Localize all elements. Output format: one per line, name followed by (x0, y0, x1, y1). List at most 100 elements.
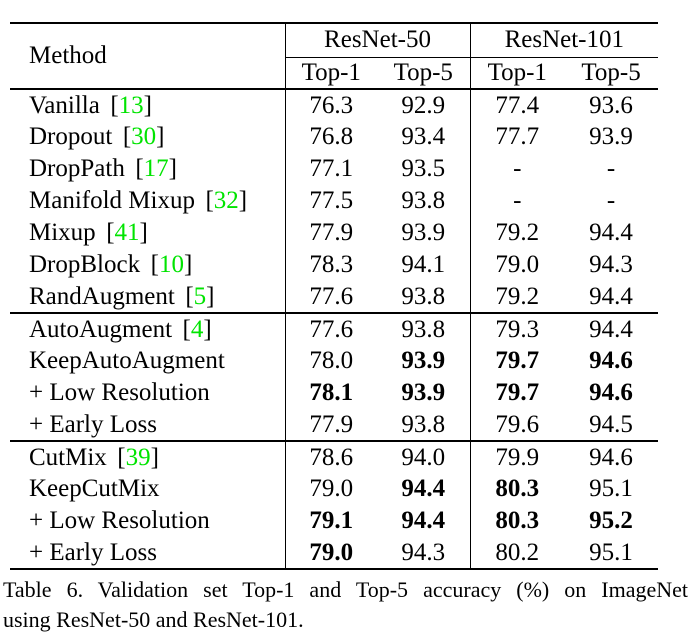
citation-link[interactable]: [17] (135, 155, 177, 182)
table-header: Method ResNet-50 ResNet-101 Top-1 Top-5 … (10, 23, 659, 89)
table-caption: Table 6. Validation set Top-1 and Top-5 … (3, 575, 688, 635)
method-column-header: Method (29, 42, 107, 69)
rn101-top5-value: - (606, 187, 616, 214)
method-cell: KeepCutMix (29, 475, 160, 502)
rn101-top1-value: 77.4 (469, 89, 565, 121)
rn50-top5-value: 93.8 (377, 312, 471, 345)
rn50-top5-value: 92.9 (401, 91, 446, 119)
citation-number: 4 (190, 315, 204, 343)
method-cell: DropBlock [10] (29, 251, 193, 278)
rn101-top1-value: 79.7 (469, 377, 565, 409)
rn101-top5-value: 94.6 (589, 347, 633, 374)
citation-link[interactable]: [10] (150, 251, 193, 278)
method-cell: DropPath [17] (29, 155, 177, 182)
rn50-top1-value: 77.9 (284, 409, 377, 441)
table-row: CutMix [39] 78.6 94.0 79.9 94.6 (10, 440, 659, 473)
rn50-top5-value: 93.8 (401, 187, 446, 214)
method-cell: Vanilla [13] (29, 91, 152, 119)
rn50-top5-value: 94.0 (377, 440, 471, 473)
citation-link[interactable]: [32] (205, 187, 248, 214)
rn50-top1-value: 76.3 (284, 89, 377, 121)
citation-number: 39 (125, 443, 151, 471)
citation-link[interactable]: [41] (106, 219, 148, 246)
rn50-top5-value: 94.4 (401, 507, 446, 534)
method-cell: + Low Resolution (29, 507, 210, 534)
rn101-top1-value: 79.0 (469, 249, 565, 281)
citation-link[interactable]: [13] (110, 91, 152, 119)
rn50-top1-value: 78.6 (284, 440, 377, 473)
rn50-top5-header: Top-5 (393, 58, 453, 86)
method-cell: Manifold Mixup [32] (29, 187, 248, 214)
rn101-top1-value: 80.2 (469, 537, 565, 569)
citation-number: 17 (143, 155, 169, 182)
rn50-top1-value: 79.0 (284, 537, 377, 569)
rn50-top1-header: Top-1 (284, 57, 377, 89)
rn50-top1-value: 77.1 (284, 153, 377, 185)
rn101-top5-value: 94.6 (589, 379, 633, 406)
citation-number: 13 (118, 91, 144, 119)
method-cell: CutMix [39] (10, 440, 285, 473)
citation-number: 32 (213, 187, 239, 214)
rn101-top5-value: 95.2 (589, 507, 633, 534)
table-row: RandAugment [5] 77.6 93.8 79.2 94.4 (10, 281, 658, 313)
rn50-top1-value: 77.9 (284, 217, 377, 249)
rn50-top1-value: 78.0 (284, 345, 377, 377)
rn101-top5-value: 93.6 (589, 91, 633, 119)
rn101-top1-value: 79.6 (469, 409, 565, 441)
table-row: + Low Resolution 78.1 93.9 79.7 94.6 (10, 377, 658, 409)
rn50-top5-value: 94.1 (401, 251, 446, 278)
citation-number: 10 (158, 251, 184, 278)
method-cell: + Low Resolution (29, 379, 210, 406)
rn50-top5-value: 94.4 (401, 475, 446, 502)
results-table: Method ResNet-50 ResNet-101 Top-1 Top-5 … (10, 22, 659, 570)
table-row: DropPath [17] 77.1 93.5- - (10, 153, 658, 185)
citation-number: 30 (131, 123, 157, 150)
rn101-top5-value: 94.4 (589, 219, 633, 246)
rn50-top1-value: 76.8 (284, 121, 377, 153)
rn101-top1-value: 77.7 (469, 121, 565, 153)
citation-link[interactable]: [4] (182, 315, 212, 343)
rn101-top5-value: 94.4 (589, 282, 633, 310)
caption-line-2: using ResNet-50 and ResNet-101. (3, 607, 304, 632)
table-row: KeepCutMix 79.0 94.4 80.3 95.1 (10, 473, 658, 505)
rn50-top5-value: 93.8 (401, 282, 446, 310)
citation-link[interactable]: [39] (117, 443, 159, 471)
rn101-top1-value: 79.7 (469, 345, 565, 377)
rn101-top1-header: Top-1 (469, 57, 565, 89)
rn101-top5-value: 94.5 (589, 410, 633, 438)
rn101-top1-value: 80.3 (469, 505, 565, 537)
rn50-top1-value: 77.5 (284, 185, 377, 217)
rn50-top1-value: 78.1 (284, 377, 377, 409)
rn50-top5-value: 93.5 (401, 155, 446, 182)
resnet101-group-header: ResNet-101 (469, 23, 659, 58)
rn101-top5-value: 93.9 (589, 123, 633, 150)
rn50-top5-value: 93.4 (401, 123, 446, 150)
citation-number: 5 (193, 282, 207, 310)
table-body: Vanilla [13] 76.3 92.9 77.4 93.6 Dropout [30] 76… (10, 89, 659, 569)
table-row: AutoAugment [4] 77.6 93.8 79.3 94.4 (10, 312, 659, 345)
rn50-top1-value: 79.1 (284, 505, 377, 537)
method-cell: KeepAutoAugment (29, 347, 225, 374)
rn50-top1-value: 77.6 (284, 281, 377, 313)
rn101-top1-value: 79.9 (469, 440, 565, 473)
citation-number: 41 (114, 219, 140, 246)
rn101-top1-value: 79.2 (469, 281, 565, 313)
table-row: + Early Loss 77.9 93.8 79.6 94.5 (10, 409, 658, 441)
table-row: Dropout [30] 76.8 93.4 77.7 93.9 (10, 121, 658, 153)
rn101-top1-value: - (469, 185, 565, 217)
sub-header-row: Top-1 Top-5 Top-1 Top-5 (10, 57, 658, 89)
resnet50-group-header: ResNet-50 (284, 23, 471, 58)
rn101-top1-value: - (469, 153, 565, 185)
rn50-top1-value: 79.0 (284, 473, 377, 505)
table-row: Manifold Mixup [32] 77.5 93.8- - (10, 185, 658, 217)
citation-link[interactable]: [5] (185, 282, 215, 310)
rn101-top5-value: 95.1 (589, 475, 633, 502)
rn101-top1-value: 79.3 (469, 312, 565, 345)
method-cell: Dropout [30] (29, 123, 165, 150)
rn101-top5-value: - (606, 155, 616, 182)
rn50-top5-value: 94.3 (401, 538, 446, 566)
rn101-top5-header: Top-5 (581, 58, 641, 86)
citation-link[interactable]: [30] (122, 123, 165, 150)
rn101-top5-value: 94.6 (564, 440, 659, 473)
